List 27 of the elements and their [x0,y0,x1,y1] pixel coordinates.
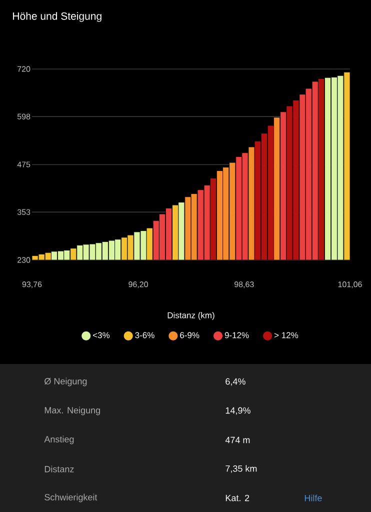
text: Kat. 2 [226,494,250,502]
text: Schwierigkeit [44,494,98,502]
text: 6,4% [226,378,246,386]
legend-label: 3-6% [135,332,154,338]
x-tick-label: 96,20 [128,282,148,288]
legend-label: > 12% [274,332,298,338]
x-tick-label: 101,06 [338,282,362,288]
y-tick-label: 720 [18,66,30,72]
legend-label: 9-12% [224,332,249,338]
text: 14,9% [226,407,250,415]
y-tick-label: 475 [17,162,30,168]
legend-label: 6-9% [180,332,200,338]
x-tick-label: 98,63 [234,282,254,288]
y-tick-label: 353 [17,209,30,215]
legend-label: <3% [93,332,110,338]
text: Max. Neigung [44,406,100,416]
text: Ø Neigung [44,378,87,386]
text: 7,35 km [226,465,257,473]
chart-title: Höhe und Steigung [13,12,102,22]
y-tick-label: 230 [18,257,30,263]
x-axis-title: Distanz (km) [168,312,214,320]
text: Hilfe [304,494,322,502]
text: 474 m [225,436,250,444]
y-tick-label: 598 [17,114,30,120]
x-tick-label: 93,76 [22,282,42,288]
text: Distanz [44,466,74,472]
text: Anstieg [44,436,74,444]
